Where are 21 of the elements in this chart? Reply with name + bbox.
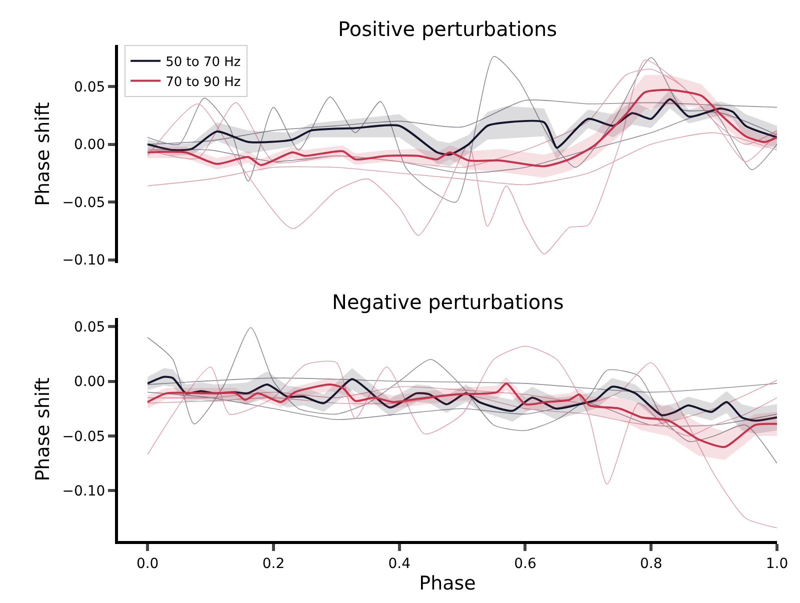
y-tick-label: 0.00 <box>74 137 106 154</box>
y-tick-label: 0.05 <box>74 319 106 336</box>
y-tick-label: −0.10 <box>62 484 106 500</box>
legend-label: 50 to 70 Hz <box>166 54 241 70</box>
chart-title: Positive perturbations <box>338 17 558 41</box>
x-tick-label: 0.2 <box>262 556 285 572</box>
y-axis-title: Phase shift <box>32 378 54 482</box>
x-tick-label: 0.8 <box>640 556 662 572</box>
x-tick-label: 1.0 <box>766 556 788 572</box>
y-tick-label: −0.10 <box>62 252 106 269</box>
legend-label: 70 to 90 Hz <box>166 74 241 90</box>
chart-title: Negative perturbations <box>332 290 564 314</box>
y-tick-label: 0.05 <box>74 79 106 96</box>
y-tick-label: −0.05 <box>62 194 106 211</box>
x-tick-label: 0.4 <box>388 556 411 572</box>
x-axis-title: Phase <box>419 572 476 595</box>
x-tick-label: 0.6 <box>514 556 536 572</box>
y-tick-label: −0.05 <box>62 428 106 445</box>
y-tick-label: 0.00 <box>74 374 106 390</box>
x-tick-label: 0.0 <box>136 556 159 572</box>
y-axis-title: Phase shift <box>32 102 54 206</box>
